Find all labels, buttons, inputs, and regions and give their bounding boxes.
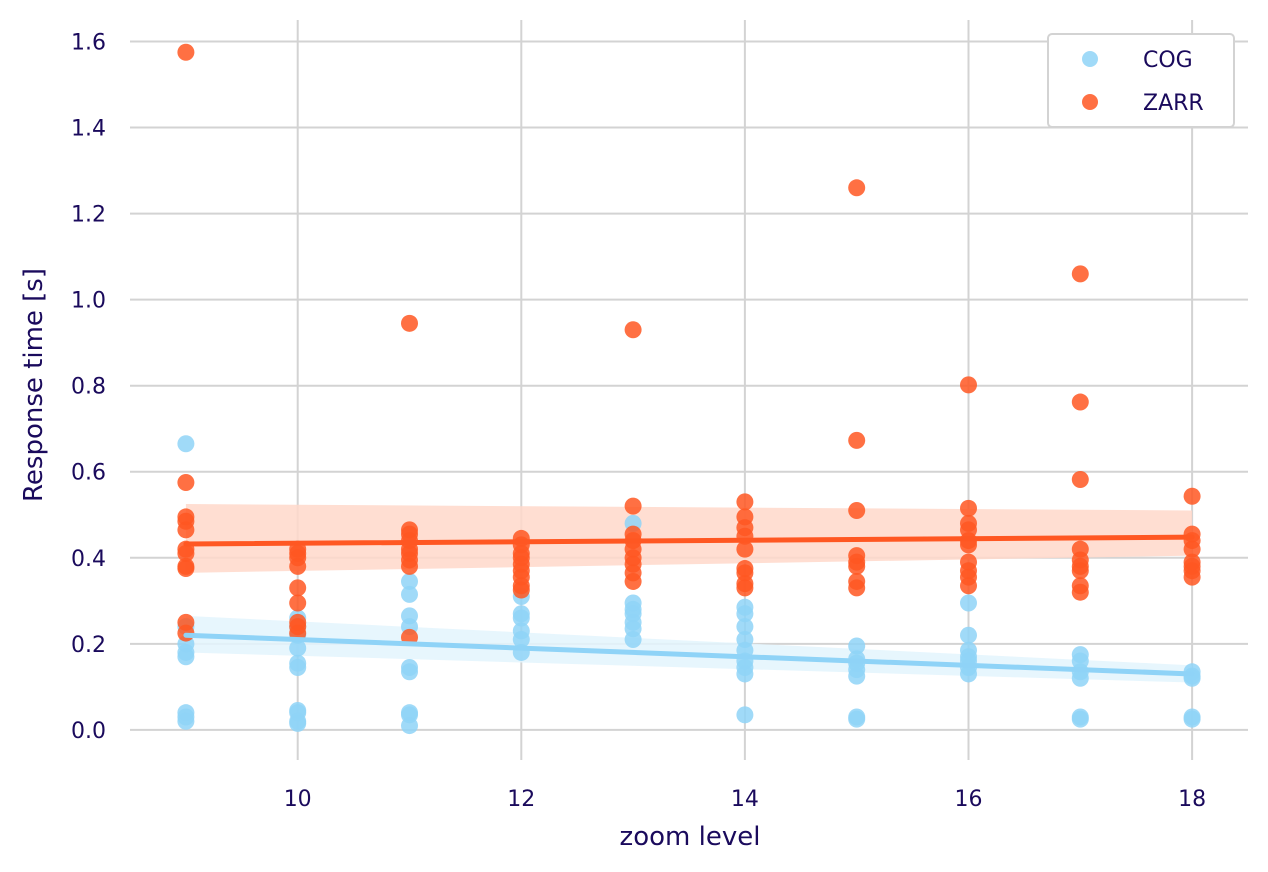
y-tick-label: 1.6	[71, 31, 106, 56]
zarr-data-point	[289, 594, 307, 612]
cog-data-point	[177, 648, 195, 666]
zarr-data-point	[177, 560, 195, 578]
x-tick-labels: 10 12 14 16 18	[284, 787, 1206, 812]
cog-data-point	[401, 585, 418, 603]
legend-box	[1047, 33, 1235, 128]
cog-data-point	[177, 435, 195, 453]
zarr-data-point	[624, 497, 642, 515]
zarr-data-point	[1071, 562, 1089, 580]
cog-data-point	[624, 631, 642, 649]
zarr-data-point	[960, 577, 977, 595]
cog-data-point	[736, 605, 754, 623]
cog-data-point	[736, 618, 754, 636]
zarr-data-point	[736, 579, 754, 597]
y-tick-label: 1.2	[71, 203, 106, 228]
zarr-data-point	[1071, 265, 1089, 283]
zarr-data-point	[177, 521, 195, 539]
cog-data-point	[289, 659, 307, 676]
cog-data-point	[401, 717, 418, 735]
y-axis-title: Response time [s]	[19, 268, 49, 502]
legend: COG ZARR	[1047, 33, 1235, 128]
cog-regression-line	[183, 632, 1195, 677]
legend-label-zarr: ZARR	[1143, 91, 1204, 116]
zarr-regression-line	[183, 534, 1195, 547]
zarr-data-point	[177, 474, 195, 491]
y-tick-label: 1.4	[71, 117, 106, 142]
y-tick-labels: 0.0 0.2 0.4 0.6 0.8 1.0 1.2 1.4 1.6	[71, 31, 106, 744]
cog-data-point	[512, 631, 530, 649]
cog-data-point	[401, 663, 418, 681]
zarr-data-point	[848, 557, 866, 575]
cog-data-point	[1183, 710, 1201, 728]
x-tick-label: 16	[955, 787, 983, 812]
zarr-data-point	[960, 376, 977, 394]
zarr-data-point	[1071, 470, 1089, 488]
x-tick-label: 10	[284, 787, 312, 812]
cog-data-point	[289, 714, 307, 732]
zarr-data-point	[736, 540, 754, 558]
cog-data-point	[960, 665, 977, 683]
y-tick-label: 0.6	[71, 461, 106, 486]
cog-data-point	[177, 712, 195, 730]
regression-lines	[183, 534, 1195, 677]
zarr-data-point	[401, 314, 418, 332]
cog-data-point	[960, 626, 977, 644]
cog-data-point	[401, 572, 418, 590]
x-tick-label: 14	[731, 787, 759, 812]
x-tick-label: 12	[507, 787, 535, 812]
zarr-data-point	[177, 43, 195, 61]
cog-data-point	[736, 706, 754, 724]
y-tick-label: 0.8	[71, 375, 106, 400]
cog-data-point	[1071, 710, 1089, 728]
legend-marker-cog	[1082, 51, 1098, 67]
zarr-data-point	[177, 544, 195, 562]
zarr-data-point	[1071, 393, 1089, 411]
zarr-data-point	[512, 581, 530, 599]
y-tick-label: 0.4	[71, 547, 106, 572]
y-tick-label: 1.0	[71, 289, 106, 314]
zarr-data-point	[289, 579, 307, 597]
zarr-data-point	[848, 431, 866, 449]
cog-data-point	[512, 609, 530, 627]
cog-data-point	[736, 665, 754, 683]
x-axis-title: zoom level	[620, 822, 761, 852]
y-tick-label: 0.0	[71, 719, 106, 744]
zarr-data-point	[848, 501, 866, 519]
zarr-data-point	[624, 321, 642, 339]
zarr-data-point	[848, 179, 866, 197]
cog-data-point	[848, 710, 866, 728]
cog-data-point	[848, 667, 866, 685]
zarr-data-point	[736, 493, 754, 511]
y-tick-label: 0.2	[71, 633, 106, 658]
cog-data-point	[848, 637, 866, 655]
zarr-data-point	[848, 579, 866, 597]
cog-confidence-band	[185, 615, 1193, 683]
zarr-data-point	[624, 572, 642, 590]
zarr-data-point	[1183, 568, 1201, 586]
zarr-data-point	[960, 499, 977, 517]
legend-marker-zarr	[1082, 94, 1098, 110]
cog-data-point	[1071, 669, 1089, 687]
zarr-data-point	[401, 557, 418, 575]
zarr-data-point	[1071, 583, 1089, 601]
cog-data-point	[960, 594, 977, 612]
cog-data-point	[289, 639, 307, 657]
zarr-data-point	[1183, 487, 1201, 505]
x-tick-label: 18	[1178, 787, 1206, 812]
legend-label-cog: COG	[1143, 48, 1193, 73]
zarr-data-point	[1183, 540, 1201, 558]
zarr-data-point	[289, 557, 307, 575]
